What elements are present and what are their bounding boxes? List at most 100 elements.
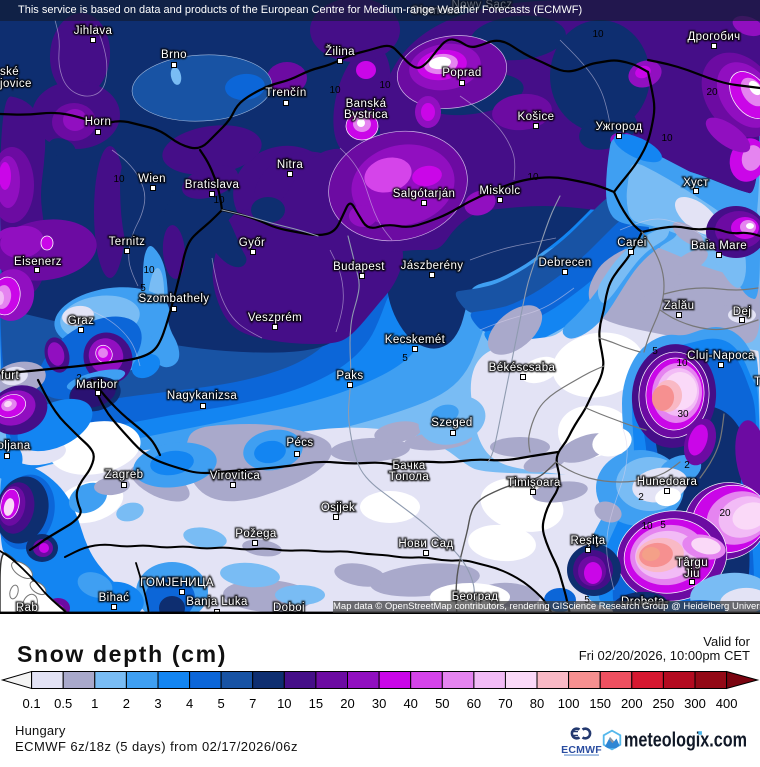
- svg-text:10: 10: [661, 133, 673, 144]
- svg-text:Дрогобич: Дрогобич: [687, 31, 740, 43]
- svg-text:Bystrica: Bystrica: [344, 109, 388, 121]
- svg-text:Eisenerz: Eisenerz: [14, 256, 62, 268]
- svg-text:Banja Luka: Banja Luka: [186, 596, 248, 608]
- svg-text:Zalău: Zalău: [664, 300, 695, 312]
- svg-text:5: 5: [652, 346, 658, 357]
- svg-text:Nagykanizsa: Nagykanizsa: [167, 390, 237, 402]
- svg-text:Бачка: Бачка: [392, 460, 426, 472]
- svg-text:Požega: Požega: [235, 528, 277, 540]
- svg-text:Zalău: Zalău: [664, 300, 695, 312]
- svg-text:Budapest: Budapest: [333, 261, 385, 273]
- svg-text:ské: ské: [0, 66, 19, 78]
- svg-text:Ternitz: Ternitz: [109, 236, 146, 248]
- svg-text:Kecskemét: Kecskemét: [385, 334, 446, 346]
- svg-text:ГОМЈЕНИЦА: ГОМЈЕНИЦА: [140, 577, 214, 589]
- svg-text:Budapest: Budapest: [333, 261, 385, 273]
- svg-text:10: 10: [213, 195, 225, 206]
- svg-text:Salgótarján: Salgótarján: [393, 188, 456, 200]
- svg-text:Târgu: Târgu: [676, 557, 708, 569]
- svg-text:Ужгород: Ужгород: [595, 121, 642, 133]
- svg-text:Békéscsaba: Békéscsaba: [489, 362, 556, 374]
- svg-text:Košice: Košice: [518, 111, 555, 123]
- svg-text:Rab: Rab: [16, 602, 38, 614]
- svg-text:Reşiţa: Reşiţa: [571, 535, 606, 547]
- svg-text:Wien: Wien: [138, 173, 166, 185]
- svg-text:Brno: Brno: [161, 49, 187, 61]
- svg-text:Baia Mare: Baia Mare: [691, 240, 747, 252]
- svg-text:Дрогобич: Дрогобич: [687, 31, 740, 43]
- svg-text:Топола: Топола: [389, 471, 430, 483]
- svg-text:Szombathely: Szombathely: [139, 293, 210, 305]
- svg-text:Nitra: Nitra: [277, 159, 303, 171]
- svg-text:10: 10: [527, 172, 539, 183]
- svg-text:Virovitica: Virovitica: [210, 470, 261, 482]
- svg-text:Győr: Győr: [239, 237, 266, 249]
- svg-text:Salgótarján: Salgótarján: [393, 188, 456, 200]
- svg-text:Nitra: Nitra: [277, 159, 303, 171]
- svg-text:oljana: oljana: [0, 440, 31, 452]
- svg-text:Miskolc: Miskolc: [479, 185, 520, 197]
- svg-text:20: 20: [719, 508, 731, 519]
- svg-text:meteologix.com: meteologix.com: [624, 730, 747, 752]
- svg-text:ské: ské: [0, 66, 19, 78]
- svg-text:Szeged: Szeged: [431, 417, 472, 429]
- svg-text:Kecskemét: Kecskemét: [385, 334, 446, 346]
- svg-text:Ужгород: Ужгород: [595, 121, 642, 133]
- svg-text:Trenčín: Trenčín: [265, 87, 306, 99]
- svg-text:Cluj-Napoca: Cluj-Napoca: [687, 350, 755, 362]
- svg-text:Hunedoara: Hunedoara: [637, 476, 698, 488]
- svg-text:furt: furt: [1, 370, 20, 382]
- svg-text:Jihlava: Jihlava: [74, 25, 113, 37]
- svg-text:Carei: Carei: [617, 237, 646, 249]
- svg-text:Dej: Dej: [733, 306, 751, 318]
- svg-text:Debrecen: Debrecen: [538, 257, 591, 269]
- svg-text:Graz: Graz: [68, 315, 95, 327]
- svg-text:5: 5: [584, 595, 590, 606]
- svg-text:ГОМЈЕНИЦА: ГОМЈЕНИЦА: [140, 577, 214, 589]
- svg-text:Топола: Топола: [389, 471, 430, 483]
- svg-text:Szombathely: Szombathely: [139, 293, 210, 305]
- svg-text:Banská: Banská: [346, 98, 387, 110]
- svg-text:jovice: jovice: [0, 78, 32, 90]
- svg-text:Bratislava: Bratislava: [185, 179, 240, 191]
- svg-text:Târgu: Târgu: [754, 376, 760, 388]
- svg-text:Hunedoara: Hunedoara: [637, 476, 698, 488]
- svg-text:10: 10: [113, 174, 125, 185]
- svg-text:Baia Mare: Baia Mare: [691, 240, 747, 252]
- svg-text:jovice: jovice: [0, 78, 32, 90]
- svg-text:Virovitica: Virovitica: [210, 470, 261, 482]
- svg-text:Debrecen: Debrecen: [538, 257, 591, 269]
- svg-text:Graz: Graz: [68, 315, 95, 327]
- svg-text:Horn: Horn: [85, 116, 112, 128]
- svg-text:Paks: Paks: [336, 370, 363, 382]
- svg-text:5: 5: [402, 353, 408, 364]
- svg-text:Jiu: Jiu: [684, 568, 700, 580]
- svg-text:2: 2: [638, 492, 644, 503]
- svg-text:Osijek: Osijek: [321, 502, 355, 514]
- svg-text:Timişoara: Timişoara: [507, 477, 561, 489]
- svg-text:Rab: Rab: [16, 602, 38, 614]
- svg-text:Târgu: Târgu: [676, 557, 708, 569]
- svg-text:Београд: Београд: [452, 591, 499, 603]
- svg-text:Győr: Győr: [239, 237, 266, 249]
- svg-text:Wien: Wien: [138, 173, 166, 185]
- svg-text:Bihać: Bihać: [99, 592, 130, 604]
- svg-text:Cluj-Napoca: Cluj-Napoca: [687, 350, 755, 362]
- svg-text:10: 10: [329, 85, 341, 96]
- svg-text:Békéscsaba: Békéscsaba: [489, 362, 556, 374]
- svg-text:Doboj: Doboj: [273, 602, 305, 614]
- svg-text:Miskolc: Miskolc: [479, 185, 520, 197]
- svg-text:Бачка: Бачка: [392, 460, 426, 472]
- svg-text:Zagreb: Zagreb: [105, 469, 144, 481]
- svg-text:Ternitz: Ternitz: [109, 236, 146, 248]
- svg-text:Poprad: Poprad: [442, 67, 481, 79]
- svg-text:Paks: Paks: [336, 370, 363, 382]
- svg-text:10: 10: [592, 29, 604, 40]
- svg-text:Jiu: Jiu: [684, 568, 700, 580]
- svg-text:Хуст: Хуст: [683, 177, 709, 189]
- svg-text:Jászberény: Jászberény: [401, 260, 464, 272]
- svg-text:Szeged: Szeged: [431, 417, 472, 429]
- svg-text:Bratislava: Bratislava: [185, 179, 240, 191]
- svg-text:20: 20: [706, 87, 718, 98]
- svg-text:Doboj: Doboj: [273, 602, 305, 614]
